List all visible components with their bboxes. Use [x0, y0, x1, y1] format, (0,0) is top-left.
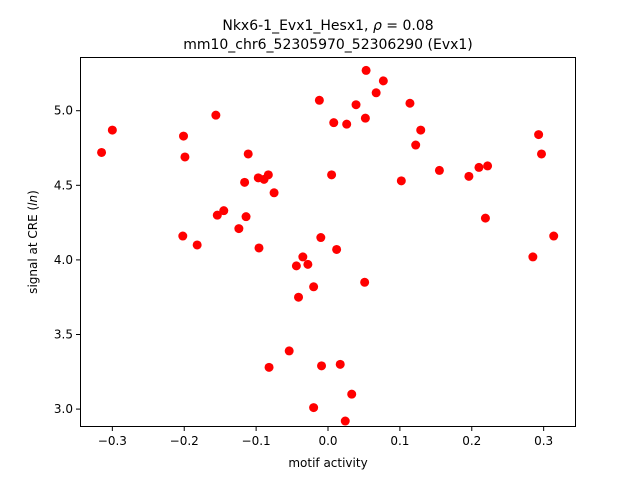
- data-point: [483, 161, 493, 171]
- data-point: [534, 130, 544, 140]
- data-point: [360, 277, 370, 287]
- data-point: [474, 162, 484, 172]
- data-point: [464, 171, 474, 181]
- data-point: [264, 362, 274, 372]
- data-point: [180, 152, 190, 162]
- data-point: [309, 282, 319, 292]
- x-tick-label: 0.3: [534, 434, 553, 448]
- data-point: [97, 147, 107, 157]
- data-point: [480, 213, 490, 223]
- data-point: [303, 259, 313, 269]
- data-point: [240, 177, 250, 187]
- data-point: [298, 252, 308, 262]
- data-point: [340, 416, 350, 426]
- data-point: [219, 206, 229, 216]
- plot-area-frame: [80, 57, 576, 427]
- data-point: [329, 118, 339, 128]
- data-point: [342, 119, 352, 129]
- data-point: [528, 252, 538, 262]
- x-tick-label: −0.3: [98, 434, 127, 448]
- data-point: [178, 231, 188, 241]
- data-point: [327, 170, 337, 180]
- data-point: [360, 113, 370, 123]
- data-point: [317, 361, 327, 371]
- data-point: [396, 176, 406, 186]
- x-tick-label: −0.1: [242, 434, 271, 448]
- data-point: [434, 165, 444, 175]
- data-point: [371, 88, 381, 98]
- data-point: [416, 125, 426, 135]
- data-point: [361, 65, 371, 75]
- data-point: [263, 170, 273, 180]
- x-axis-label: motif activity: [288, 456, 367, 470]
- data-point: [314, 95, 324, 105]
- data-point: [291, 261, 301, 271]
- y-axis-label: signal at CRE (ln): [26, 190, 40, 294]
- data-point: [351, 100, 361, 110]
- data-point: [316, 233, 326, 243]
- data-point: [179, 131, 189, 141]
- data-point: [335, 359, 345, 369]
- x-tick-label: 0.2: [462, 434, 481, 448]
- data-point: [192, 240, 202, 250]
- y-tick-label: 3.0: [54, 402, 73, 416]
- data-point: [107, 125, 117, 135]
- data-point: [269, 188, 279, 198]
- y-tick-label: 4.5: [54, 178, 73, 192]
- data-point: [284, 346, 294, 356]
- data-point: [378, 76, 388, 86]
- x-tick-label: −0.2: [170, 434, 199, 448]
- data-point: [211, 110, 221, 120]
- data-point: [549, 231, 559, 241]
- data-point: [347, 389, 357, 399]
- data-point: [234, 224, 244, 234]
- data-point: [405, 98, 415, 108]
- data-point: [241, 212, 251, 222]
- chart-title-line2: mm10_chr6_52305970_52306290 (Evx1): [183, 37, 473, 53]
- axis-ticks: −0.3 −0.2 −0.1 0.0 0.1 0.2 0.3 3.0 3.5 4.0 4.5 5.0: [54, 104, 553, 448]
- data-point: [243, 149, 253, 159]
- y-tick-label: 3.5: [54, 328, 73, 342]
- data-point: [212, 210, 222, 220]
- x-tick-label: 0.1: [390, 434, 409, 448]
- data-point: [332, 244, 342, 254]
- x-tick-label: 0.0: [318, 434, 337, 448]
- chart-title-line1: Nkx6-1_Evx1_Hesx1, ρ = 0.08: [222, 18, 433, 34]
- data-points: [97, 65, 559, 426]
- data-point: [411, 140, 421, 150]
- data-point: [309, 403, 319, 413]
- data-point: [254, 243, 264, 253]
- y-tick-label: 4.0: [54, 253, 73, 267]
- y-tick-label: 5.0: [54, 104, 73, 118]
- data-point: [536, 149, 546, 159]
- data-point: [294, 292, 304, 302]
